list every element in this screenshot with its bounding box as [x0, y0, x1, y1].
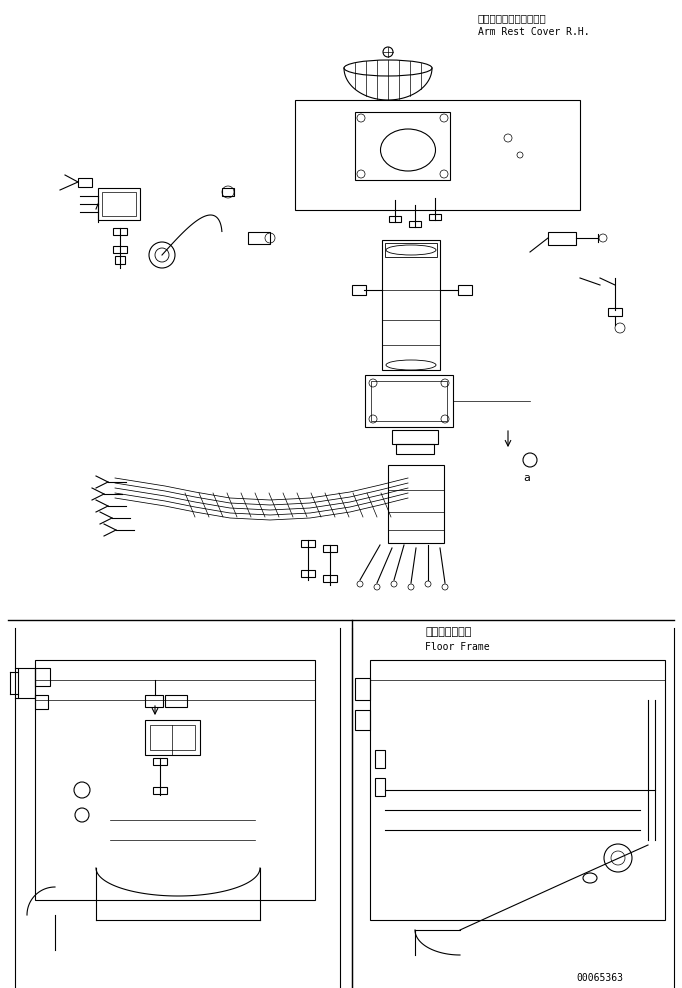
Bar: [458, 285, 472, 295]
Bar: [370, 660, 665, 920]
Bar: [382, 240, 440, 370]
Bar: [389, 216, 401, 222]
Bar: [222, 188, 234, 196]
Bar: [115, 256, 125, 264]
Bar: [35, 695, 48, 709]
Bar: [78, 178, 92, 187]
Bar: [355, 710, 370, 730]
Bar: [608, 308, 622, 316]
Bar: [409, 221, 421, 227]
Bar: [248, 232, 270, 244]
Bar: [153, 787, 167, 794]
Bar: [18, 668, 35, 698]
Bar: [153, 758, 167, 765]
Bar: [301, 570, 315, 577]
Bar: [145, 720, 200, 755]
Bar: [365, 375, 453, 427]
Bar: [301, 540, 315, 547]
Bar: [323, 575, 337, 582]
Bar: [429, 214, 441, 220]
Bar: [113, 246, 127, 253]
Bar: [371, 381, 447, 421]
Text: フロアフレーム: フロアフレーム: [425, 627, 471, 637]
Bar: [375, 778, 385, 796]
Bar: [396, 444, 434, 454]
Bar: [165, 695, 187, 707]
Bar: [548, 232, 576, 245]
Bar: [352, 285, 366, 295]
Bar: [35, 660, 315, 900]
Text: a: a: [523, 473, 530, 483]
Text: Floor Frame: Floor Frame: [425, 642, 490, 652]
Bar: [388, 465, 444, 543]
Bar: [375, 750, 385, 768]
Bar: [392, 430, 438, 444]
Bar: [35, 668, 50, 686]
Bar: [102, 192, 136, 216]
Bar: [295, 100, 580, 210]
Bar: [355, 678, 370, 700]
Bar: [385, 243, 437, 257]
Bar: [323, 545, 337, 552]
Text: 00065363: 00065363: [576, 973, 623, 983]
Bar: [150, 725, 195, 750]
Bar: [98, 188, 140, 220]
Bar: [355, 112, 450, 180]
Bar: [113, 228, 127, 235]
Text: Arm Rest Cover R.H.: Arm Rest Cover R.H.: [478, 27, 590, 37]
Bar: [145, 695, 163, 707]
Text: アームレストカバー　右: アームレストカバー 右: [478, 13, 547, 23]
